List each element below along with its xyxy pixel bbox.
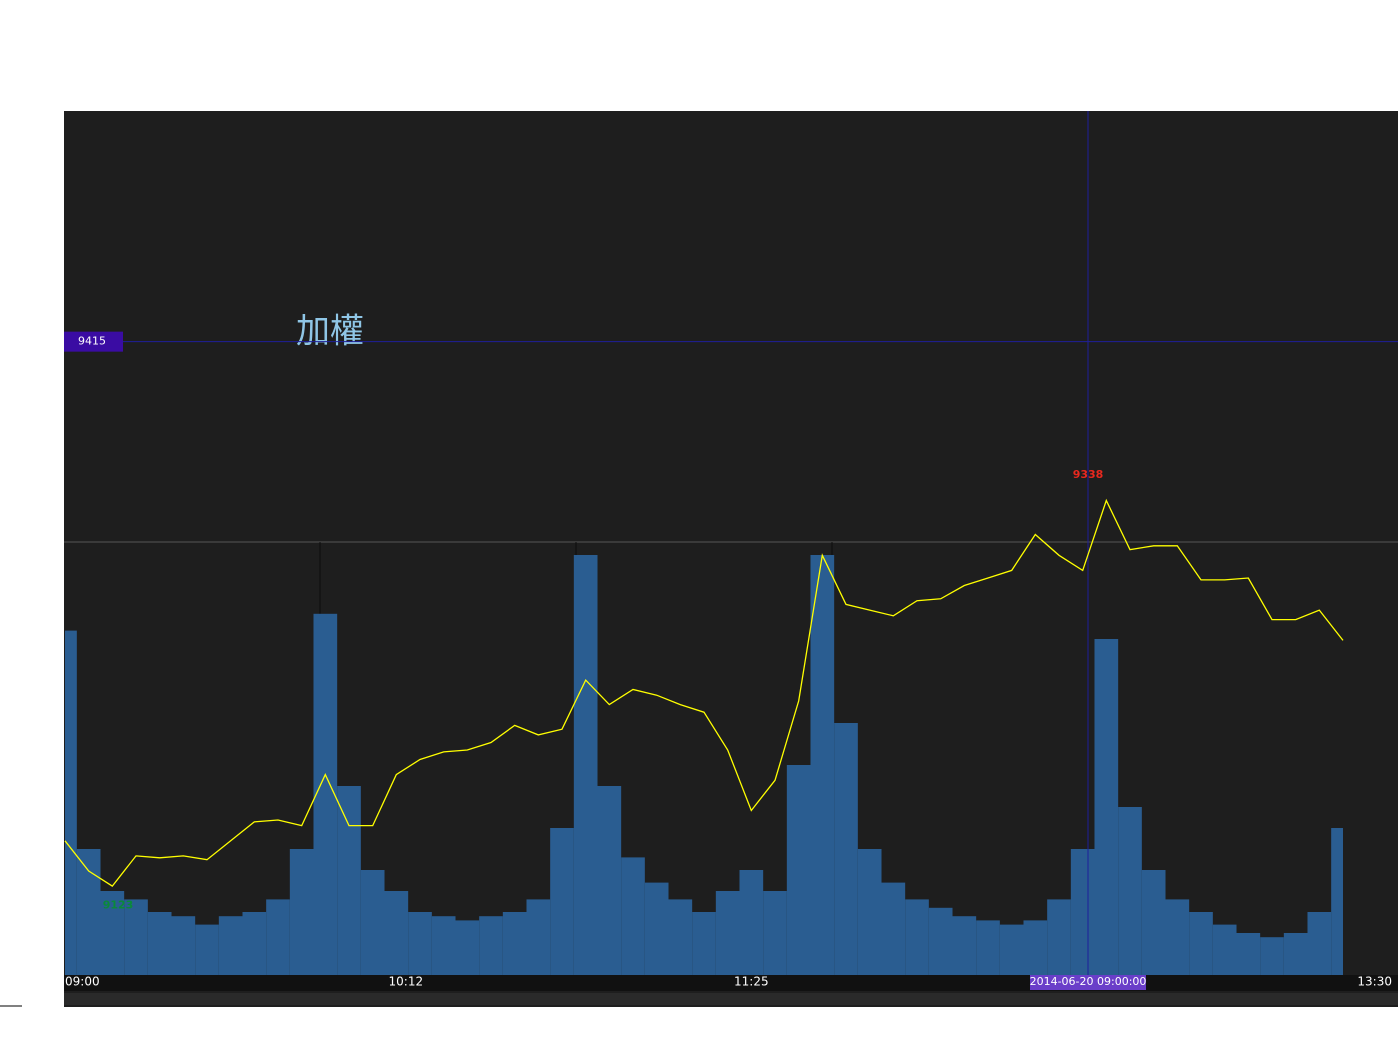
volume-bar	[1070, 849, 1095, 975]
volume-bar	[408, 912, 432, 975]
volume-bar	[479, 916, 503, 975]
volume-bar	[1118, 807, 1142, 975]
volume-bar	[644, 882, 669, 975]
volume-bar	[147, 912, 172, 975]
volume-bar	[692, 912, 716, 975]
volume-bar	[550, 828, 574, 975]
volume-bar	[834, 723, 858, 975]
volume-bar	[1141, 870, 1166, 975]
volume-bar	[1283, 933, 1308, 975]
volume-bar	[124, 899, 148, 975]
crosshair-price-box	[64, 331, 123, 352]
volume-bar	[1331, 828, 1343, 975]
volume-bar	[952, 916, 977, 975]
volume-bar	[195, 924, 219, 975]
plot-background	[64, 111, 1398, 1007]
volume-bar	[1260, 937, 1284, 975]
volume-bar	[1023, 920, 1048, 975]
volume-bar	[1307, 912, 1332, 975]
volume-bar	[810, 555, 835, 975]
chart-title: 加權	[296, 312, 364, 352]
volume-bar	[597, 786, 622, 975]
low-label: 9123	[103, 899, 134, 912]
volume-bar	[384, 891, 409, 975]
volume-bar	[763, 891, 787, 975]
volume-bar	[976, 920, 1000, 975]
volume-bar	[360, 870, 385, 975]
volume-bar	[65, 630, 77, 975]
volume-bar	[266, 899, 290, 975]
price-line	[64, 498, 1344, 887]
volume-bar	[928, 907, 953, 975]
volume-bar	[1189, 912, 1213, 975]
volume-bar	[242, 912, 267, 975]
x-tick-label: 11:25	[734, 975, 769, 989]
x-tick-label: 10:12	[389, 975, 424, 989]
crosshair-time-box	[1030, 975, 1146, 990]
volume-bar	[881, 882, 906, 975]
volume-bar	[1212, 924, 1237, 975]
volume-bar	[1236, 933, 1261, 975]
scrollbar[interactable]	[64, 993, 1398, 1005]
volume-bar	[1047, 899, 1071, 975]
x-tick-label: 09:00	[65, 975, 100, 989]
volume-bar	[786, 765, 811, 975]
volume-bar	[668, 899, 693, 975]
crosshair-time: 2014-06-20 09:00:00	[1030, 975, 1147, 988]
volume-bar	[171, 916, 196, 975]
volume-bar	[218, 916, 243, 975]
volume-bar	[621, 857, 645, 975]
volume-bar	[431, 916, 456, 975]
volume-bar	[857, 849, 882, 975]
volume-bar	[100, 891, 125, 975]
crosshair-price: 9415	[78, 335, 106, 348]
volume-bar	[905, 899, 929, 975]
volume-bar	[715, 891, 740, 975]
volume-bar	[1165, 899, 1190, 975]
high-label: 9338	[1073, 468, 1104, 481]
volume-bar	[313, 613, 338, 975]
volume-bar	[337, 786, 361, 975]
volume-bar	[1094, 639, 1119, 975]
volume-bar	[573, 555, 598, 975]
volume-bar	[455, 920, 480, 975]
volume-bar	[289, 849, 314, 975]
time-axis	[64, 975, 1398, 991]
volume-bar	[526, 899, 551, 975]
volume-bar	[502, 912, 527, 975]
volume-bar	[76, 849, 101, 975]
x-tick-label: 13:30	[1357, 975, 1392, 989]
volume-bar	[739, 870, 764, 975]
volume-bar	[999, 924, 1024, 975]
